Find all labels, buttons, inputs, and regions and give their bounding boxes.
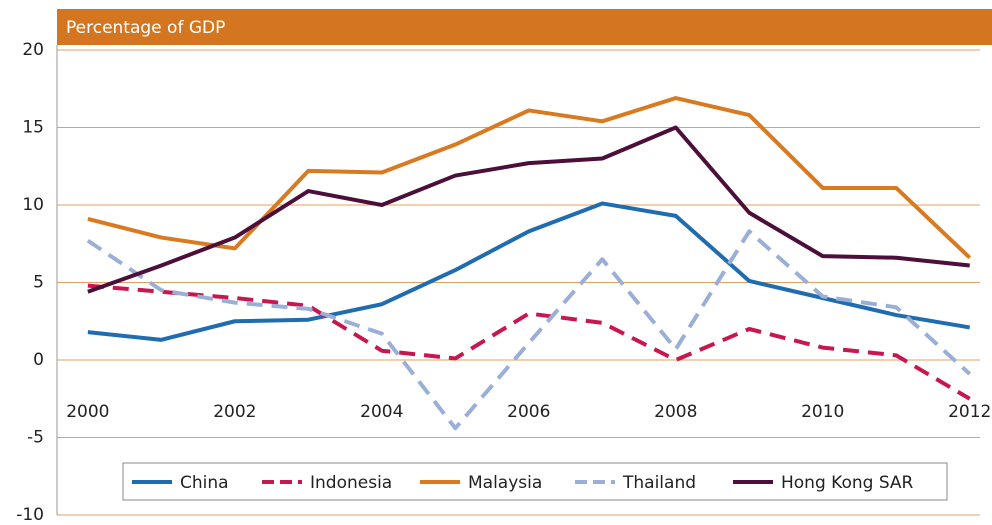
x-tick-label: 2012: [948, 402, 991, 422]
x-tick-label: 2006: [507, 402, 550, 422]
series-line: [86, 229, 972, 431]
x-tick-label: 2004: [360, 402, 403, 422]
x-tick-label: 2002: [213, 402, 256, 422]
x-tick-label: 2010: [801, 402, 844, 422]
legend-box: [122, 462, 948, 501]
y-tick-label: 10: [22, 195, 44, 215]
legend-label: Indonesia: [310, 473, 392, 493]
x-tick-label: 2000: [66, 402, 109, 422]
series-line: [87, 96, 972, 260]
y-tick-label: 15: [22, 118, 44, 138]
series-line: [87, 201, 971, 342]
legend-label: Malaysia: [468, 473, 542, 493]
y-tick-label: -10: [16, 505, 44, 521]
series-line: [87, 125, 970, 294]
y-tick-label: -5: [27, 428, 44, 448]
y-tick-label: 20: [22, 40, 44, 60]
y-tick-label: 0: [33, 350, 44, 370]
legend-label: China: [180, 473, 229, 493]
header-bar: [57, 9, 992, 45]
y-tick-label: 5: [33, 273, 44, 293]
x-tick-label: 2008: [654, 402, 697, 422]
series-line: [87, 283, 971, 401]
legend-label: Thailand: [622, 473, 696, 493]
legend-label: Hong Kong SAR: [781, 473, 914, 493]
y-axis-label: Percentage of GDP: [66, 18, 225, 38]
